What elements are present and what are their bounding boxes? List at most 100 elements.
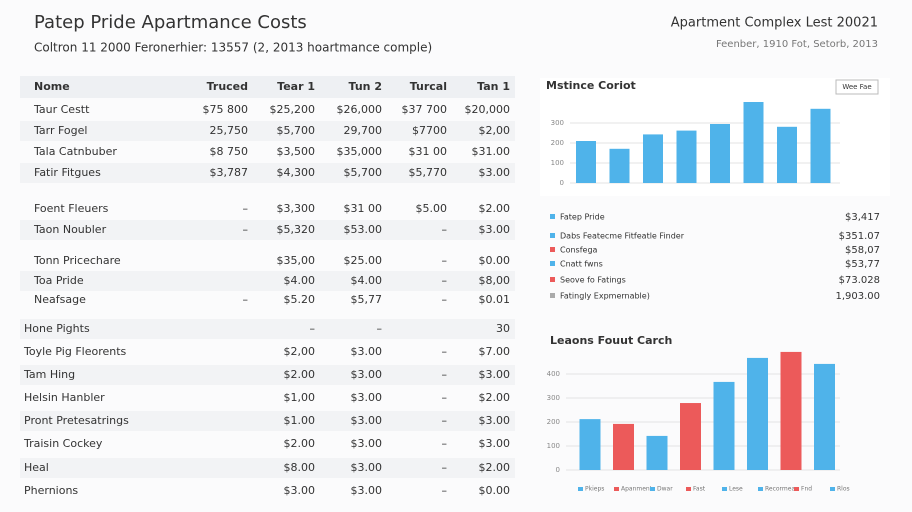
- legend-label: Pkieps: [585, 486, 604, 493]
- row-label: Tam Hing: [23, 368, 75, 381]
- bar: [743, 102, 764, 183]
- table-cell: $2.00: [284, 368, 316, 381]
- table-cell: $3.00: [351, 345, 383, 358]
- row-bg: [20, 411, 515, 431]
- table-cell: $5,77: [351, 293, 383, 306]
- row-bg: [20, 271, 515, 291]
- legend-marker: [550, 247, 555, 252]
- bar: [576, 141, 596, 183]
- bar: [780, 351, 802, 470]
- legend-name: Fatingly Expmernable): [560, 292, 650, 301]
- bar: [646, 435, 668, 470]
- legend-swatch: [614, 487, 619, 491]
- table-cell: $35,000: [337, 145, 383, 158]
- table-cell: –: [442, 368, 448, 381]
- legend-label: Fnd: [801, 486, 812, 493]
- table-cell: –: [377, 322, 383, 335]
- y-tick-label: 100: [551, 159, 564, 167]
- legend-marker: [550, 277, 555, 282]
- table-cell: –: [442, 274, 448, 287]
- table-cell: $31 00: [344, 202, 383, 215]
- bar: [810, 108, 831, 183]
- row-label: Phernions: [24, 484, 78, 497]
- bar: [680, 403, 701, 470]
- y-tick-label: 200: [551, 139, 564, 147]
- legend-name: Cnatt fwns: [560, 260, 603, 269]
- table-cell: –: [442, 437, 448, 450]
- legend-label: Recormeas: [765, 486, 798, 493]
- row-bg: [20, 121, 515, 141]
- row-bg: [20, 458, 515, 478]
- bar: [814, 363, 835, 470]
- legend-name: Fatep Pride: [560, 213, 605, 222]
- table-cell: $2,00: [479, 124, 511, 137]
- legend-label: Dwar: [657, 486, 673, 493]
- bar: [579, 419, 601, 470]
- table-cell: $0.00: [479, 254, 511, 267]
- row-label: Neafsage: [34, 293, 86, 306]
- table-cell: $3.00: [479, 414, 511, 427]
- chart-button[interactable]: [835, 79, 879, 95]
- legend-name: Seove fo Fatings: [560, 276, 626, 285]
- table-cell: $4.00: [351, 274, 383, 287]
- chart-title: Mstince Coriot: [546, 79, 636, 92]
- chart-title: Leaons Fouut Carch: [550, 334, 672, 347]
- bar: [613, 423, 634, 470]
- legend-swatch: [830, 487, 835, 491]
- row-label: Taur Cestt: [33, 103, 90, 116]
- table-cell: $53.00: [344, 223, 383, 236]
- table-cell: $3.00: [351, 484, 383, 497]
- legend-marker: [550, 214, 555, 219]
- y-tick-label: 300: [551, 119, 564, 127]
- legend-value: 1,903.00: [835, 291, 880, 302]
- table-cell: $2.00: [479, 202, 511, 215]
- table-cell: $0.01: [479, 293, 511, 306]
- subtitle: Coltron 11 2000 Feronerhier: 13557 (2, 2…: [34, 41, 432, 55]
- table-cell: 30: [496, 322, 510, 335]
- table-cell: $2.00: [479, 461, 511, 474]
- table-cell: $1,00: [284, 391, 316, 404]
- table-cell: $5.20: [284, 293, 316, 306]
- legend-name: Consfega: [560, 246, 598, 255]
- legend-label: Rlos: [837, 486, 850, 493]
- table-cell: $1.00: [284, 414, 316, 427]
- table-cell: $25.00: [344, 254, 383, 267]
- table-cell: –: [442, 293, 448, 306]
- row-bg: [20, 163, 515, 183]
- table-cell: $35,00: [277, 254, 316, 267]
- table-cell: $5.00: [416, 202, 448, 215]
- table-cell: –: [442, 414, 448, 427]
- chart-button-label[interactable]: Wee Fae: [842, 83, 871, 91]
- bar: [747, 357, 768, 470]
- table-cell: $3.00: [351, 461, 383, 474]
- table-cell: –: [310, 322, 316, 335]
- table-cell: –: [442, 391, 448, 404]
- table-cell: $5,320: [277, 223, 316, 236]
- y-tick-label: 400: [547, 370, 560, 378]
- column-header: Truced: [207, 80, 248, 93]
- table-cell: $3.00: [351, 437, 383, 450]
- table-cell: $5,770: [409, 166, 448, 179]
- right-title: Apartment Complex Lest 20021: [671, 16, 878, 31]
- table-cell: $26,000: [337, 103, 383, 116]
- bar: [713, 381, 735, 470]
- table-cell: $2,00: [284, 345, 316, 358]
- title: Patep Pride Apartmance Costs: [34, 12, 307, 33]
- table-cell: $3.00: [479, 166, 511, 179]
- right-subtitle: Feenber, 1910 Fot, Setorb, 2013: [716, 39, 878, 50]
- legend-swatch: [578, 487, 583, 491]
- table-cell: $0.00: [479, 484, 511, 497]
- table-cell: $31 00: [409, 145, 448, 158]
- table-cell: –: [243, 223, 249, 236]
- bar: [643, 134, 663, 183]
- row-label: Tonn Pricechare: [33, 254, 121, 267]
- table-cell: –: [442, 223, 448, 236]
- table-cell: $3.00: [351, 368, 383, 381]
- table-cell: $3.00: [351, 414, 383, 427]
- table-cell: $3,787: [210, 166, 249, 179]
- row-label: Taon Noubler: [33, 223, 107, 236]
- row-label: Helsin Hanbler: [24, 391, 105, 404]
- row-label: Heal: [24, 461, 49, 474]
- legend-swatch: [794, 487, 799, 491]
- row-bg: [20, 220, 515, 240]
